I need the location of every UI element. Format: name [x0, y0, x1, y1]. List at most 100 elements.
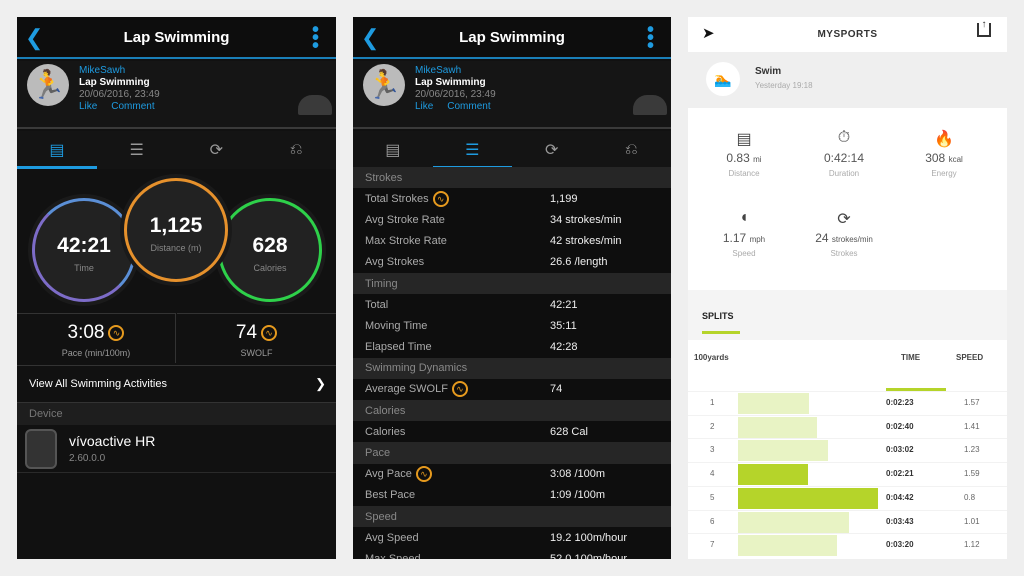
device-section-header: Device — [17, 403, 336, 425]
more-icon[interactable]: • • • — [312, 19, 320, 57]
like-link[interactable]: Like — [415, 101, 434, 112]
back-icon[interactable]: ❮ — [361, 25, 380, 50]
column-speed[interactable]: SPEED — [956, 353, 984, 362]
stat-label: Strokes — [830, 249, 858, 258]
detail-label: Avg Stroke Rate — [365, 213, 445, 226]
comment-link[interactable]: Comment — [111, 101, 155, 112]
mysports-screen: ➤ MYSPORTS ↑ 🏊 Swim Yesterday 19:18 ▤ 0.8… — [688, 17, 1007, 559]
tab-laps[interactable]: ⟳ — [512, 131, 592, 169]
section-header: Timing — [353, 272, 671, 295]
tab-details[interactable]: ☰ — [432, 131, 513, 169]
tab-overview[interactable]: ▤ — [17, 131, 97, 169]
section-header: Calories — [353, 400, 671, 422]
split-row: 4 0:02:21 1.59 — [688, 462, 1007, 486]
split-speed: 1.01 — [964, 516, 980, 526]
time-label: Time — [74, 263, 94, 273]
stat-label: Speed — [732, 249, 756, 258]
laps-icon: ⟳ — [545, 142, 559, 159]
split-time: 0:02:40 — [886, 421, 914, 431]
stat-strokes: ⟳ 24 strokes/min Strokes — [794, 209, 894, 258]
garmin-summary-screen: ❮ Lap Swimming • • • 🏃 MikeSawh Lap Swimmi… — [17, 17, 336, 559]
split-time: 0:03:43 — [886, 516, 914, 526]
time-value: 42:21 — [57, 234, 111, 257]
column-unit: 100yards — [694, 353, 729, 362]
tab-bar: ▤ ☰ ⟳ ⎌ — [17, 131, 336, 169]
split-row: 2 0:02:40 1.41 — [688, 414, 1007, 438]
activity-name: Lap Swimming — [415, 77, 486, 88]
column-time[interactable]: TIME — [901, 353, 921, 362]
page-title: Lap Swimming — [123, 29, 230, 46]
time-circle: 42:21 Time — [32, 198, 136, 302]
detail-value: 1,199 — [550, 192, 578, 205]
avatar[interactable]: 🏃 — [363, 64, 405, 106]
pace-value: 3:08 — [67, 322, 105, 343]
activity-row: 🏊 Swim Yesterday 19:18 — [688, 52, 1007, 108]
details-list: Strokes Total Strokes ∿ 1,199 Avg Stroke Rat… — [353, 167, 671, 559]
stat-speed: ◖ 1.17 mph Speed — [694, 209, 794, 258]
swolf-cell: 74 ∿ SWOLF — [177, 313, 336, 363]
detail-label: Max Speed — [365, 552, 421, 559]
like-link[interactable]: Like — [79, 101, 98, 112]
split-bar — [738, 535, 838, 557]
stat-value: 0.83 — [726, 151, 750, 165]
split-speed: 1.41 — [964, 421, 980, 431]
stat-unit: kcal — [948, 155, 963, 164]
device-row[interactable]: vívoactive HR 2.60.0.0 — [17, 425, 336, 473]
page-title: Lap Swimming — [459, 29, 565, 46]
detail-label: Avg Pace — [365, 468, 412, 481]
detail-row: Avg Pace ∿ 3:08 /100m — [353, 463, 671, 485]
detail-row: Average SWOLF ∿ 74 — [353, 378, 671, 401]
avatar[interactable]: 🏃 — [27, 64, 69, 106]
section-title: Strokes — [365, 171, 403, 184]
sport-name: Swim — [755, 66, 782, 77]
tab-details[interactable]: ☰ — [97, 131, 177, 169]
swolf-value: 74 — [235, 322, 258, 343]
user-name[interactable]: MikeSawh — [415, 65, 462, 76]
back-icon[interactable]: ❮ — [25, 25, 44, 50]
stat-label: Energy — [931, 169, 957, 178]
tab-charts[interactable]: ⎌ — [256, 131, 336, 169]
header: ➤ MYSPORTS ↑ — [688, 17, 1007, 52]
detail-value: 74 — [550, 383, 563, 396]
back-arrow-icon[interactable]: ➤ — [702, 25, 715, 42]
calories-value: 628 — [252, 234, 288, 257]
detail-row: Moving Time 35:11 — [353, 315, 671, 337]
split-number: 6 — [710, 516, 715, 526]
split-row: 1 0:02:23 1.57 — [688, 391, 1007, 414]
activity-name: Lap Swimming — [79, 77, 150, 88]
tab-overview[interactable]: ▤ — [353, 131, 433, 169]
section-header: Speed — [353, 506, 671, 528]
stat-distance: ▤ 0.83 mi Distance — [694, 129, 794, 178]
section-header: Pace — [353, 442, 671, 464]
detail-label: Avg Strokes — [365, 256, 425, 269]
split-speed: 0.8 — [964, 492, 976, 502]
split-time: 0:02:21 — [886, 469, 914, 479]
watch-icon — [25, 429, 57, 469]
chart-icon: ⎌ — [289, 141, 303, 158]
split-speed: 1.12 — [964, 540, 980, 550]
chart-icon: ⎌ — [624, 141, 638, 158]
detail-row: Max Stroke Rate 42 strokes/min — [353, 230, 671, 252]
split-number: 4 — [710, 469, 715, 479]
overview-icon: ▤ — [49, 142, 65, 159]
user-name[interactable]: MikeSawh — [79, 65, 126, 76]
speedometer-icon: ◖ — [739, 209, 749, 226]
share-icon[interactable]: ↑ — [977, 20, 991, 37]
detail-label: Total Strokes — [365, 192, 429, 205]
tab-charts[interactable]: ⎌ — [592, 131, 672, 169]
pace-label: Pace (min/100m) — [61, 348, 131, 358]
split-row: 3 0:03:02 1.23 — [688, 438, 1007, 462]
more-icon[interactable]: • • • — [647, 19, 655, 57]
split-number: 2 — [710, 421, 715, 431]
stat-energy: 🔥 308 kcal Energy — [894, 129, 994, 178]
activity-time: Yesterday 19:18 — [755, 81, 813, 90]
view-all-swimming-link[interactable]: View All Swimming Activities ❯ — [17, 365, 336, 403]
splits-title[interactable]: SPLITS — [702, 311, 734, 321]
detail-value: 42:21 — [550, 298, 578, 311]
tab-laps[interactable]: ⟳ — [177, 131, 257, 169]
heart-rate-badge-icon: ∿ — [415, 466, 432, 483]
comment-link[interactable]: Comment — [447, 101, 491, 112]
split-bar — [738, 464, 808, 486]
split-time: 0:03:20 — [886, 540, 914, 550]
distance-label: Distance (m) — [150, 243, 202, 253]
